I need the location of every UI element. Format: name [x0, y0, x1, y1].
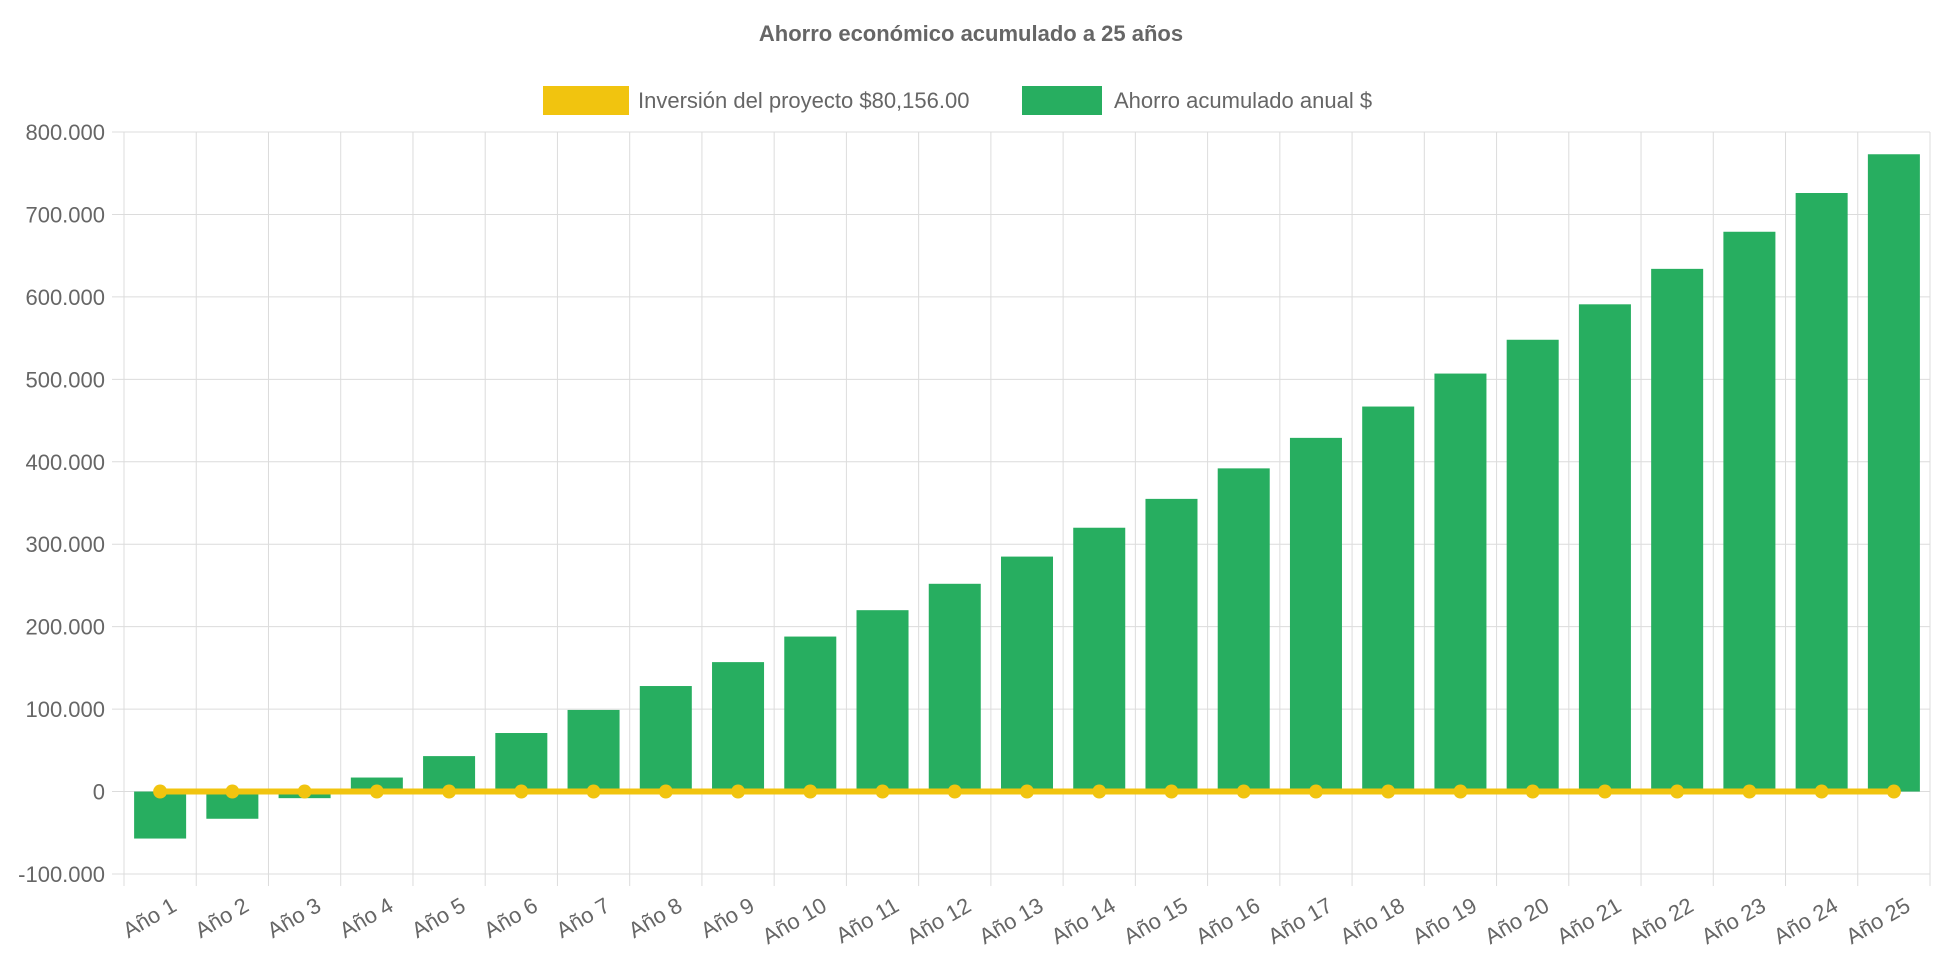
bar [495, 733, 548, 792]
x-tick-label: Año 2 [191, 893, 253, 943]
legend: Inversión del proyecto $80,156.00 Ahorro … [543, 86, 1372, 115]
bar [856, 610, 909, 792]
x-tick-label: Año 16 [1191, 893, 1264, 950]
bar [134, 791, 187, 839]
line-point [442, 784, 457, 799]
line-point [1236, 784, 1251, 799]
x-tick-label: Año 12 [902, 893, 975, 950]
line-point [875, 784, 890, 799]
line-point [1020, 784, 1034, 799]
bar [639, 686, 692, 792]
x-tick-label: Año 25 [1841, 893, 1914, 950]
x-tick-label: Año 13 [975, 893, 1048, 950]
line-point [1742, 784, 1757, 799]
bar [1867, 154, 1920, 792]
x-tick-label: Año 9 [696, 893, 758, 943]
line-point [1453, 784, 1468, 799]
line-point [1597, 784, 1612, 799]
line-point [586, 784, 601, 799]
x-tick-label: Año 7 [552, 893, 614, 943]
bar [567, 709, 620, 792]
y-tick-label: 700.000 [25, 202, 105, 227]
legend-label-savings: Ahorro acumulado anual $ [1114, 88, 1372, 113]
x-tick-label: Año 20 [1480, 893, 1553, 950]
x-tick-label: Año 8 [624, 893, 686, 943]
bar [712, 662, 765, 792]
line-point [153, 784, 168, 799]
bar [928, 583, 981, 792]
line-point [369, 784, 384, 799]
line-point [1670, 784, 1685, 799]
y-axis: 800.000 700.000 600.000 500.000 400.000 300.0… [18, 120, 105, 887]
line-point [947, 784, 962, 799]
x-tick-label: Año 18 [1336, 893, 1409, 950]
line-point [1886, 784, 1901, 799]
x-tick-label: Año 1 [118, 893, 180, 943]
legend-swatch-investment [543, 86, 629, 115]
bar [1000, 556, 1054, 792]
line-point [297, 784, 312, 799]
line-point [514, 784, 529, 799]
x-tick-label: Año 17 [1264, 893, 1337, 950]
x-tick-label: Año 24 [1769, 893, 1842, 950]
legend-label-investment: Inversión del proyecto $80,156.00 [638, 88, 969, 113]
y-tick-label: 200.000 [25, 615, 105, 640]
y-tick-label: 500.000 [25, 367, 105, 392]
bar [1578, 304, 1631, 792]
y-tick-label: 300.000 [25, 532, 105, 557]
bar [350, 777, 403, 792]
x-tick-label: Año 23 [1697, 893, 1770, 950]
x-tick-label: Año 22 [1625, 893, 1698, 950]
x-tick-label: Año 4 [335, 893, 397, 943]
x-tick-label: Año 11 [832, 893, 903, 949]
bar [1795, 193, 1848, 792]
bar [1362, 406, 1415, 792]
bar [1073, 527, 1126, 792]
y-tick-label: 400.000 [25, 450, 105, 475]
line-series [153, 784, 1901, 799]
line-point [658, 784, 673, 799]
y-tick-label: 0 [93, 780, 105, 805]
line-point [225, 784, 240, 799]
bar [1723, 231, 1776, 792]
line-point [1164, 784, 1179, 799]
bar [1289, 437, 1342, 792]
y-tick-label: 800.000 [25, 120, 105, 145]
bar [784, 636, 837, 792]
y-tick-label: 100.000 [25, 697, 105, 722]
line-point [1525, 784, 1540, 799]
x-tick-label: Año 21 [1553, 893, 1626, 950]
bar [1506, 339, 1559, 792]
y-tick-label: -100.000 [18, 862, 105, 887]
grid [112, 131, 1931, 886]
line-point [731, 784, 746, 799]
bar [1145, 498, 1198, 792]
x-tick-label: Año 14 [1047, 893, 1120, 950]
bar [1217, 468, 1270, 792]
chart-title: Ahorro económico acumulado a 25 años [759, 21, 1183, 46]
line-point [1308, 784, 1323, 799]
line-point [803, 784, 818, 799]
x-tick-label: Año 10 [758, 893, 831, 950]
legend-swatch-savings [1022, 86, 1102, 115]
line-point [1381, 784, 1396, 799]
x-tick-label: Año 3 [263, 893, 325, 943]
x-tick-label: Año 19 [1408, 893, 1481, 950]
line-point [1814, 784, 1829, 799]
x-axis: Año 1 Año 2 Año 3 Año 4 Año 5 Año 6 Año 7 Año 8… [118, 893, 1914, 950]
bar [1651, 268, 1704, 792]
x-tick-label: Año 6 [480, 893, 542, 943]
line-point [1092, 784, 1107, 799]
bar-series [134, 154, 1920, 839]
x-tick-label: Año 5 [407, 893, 469, 943]
y-tick-label: 600.000 [25, 285, 105, 310]
x-tick-label: Año 15 [1119, 893, 1192, 950]
bar [1434, 373, 1487, 792]
